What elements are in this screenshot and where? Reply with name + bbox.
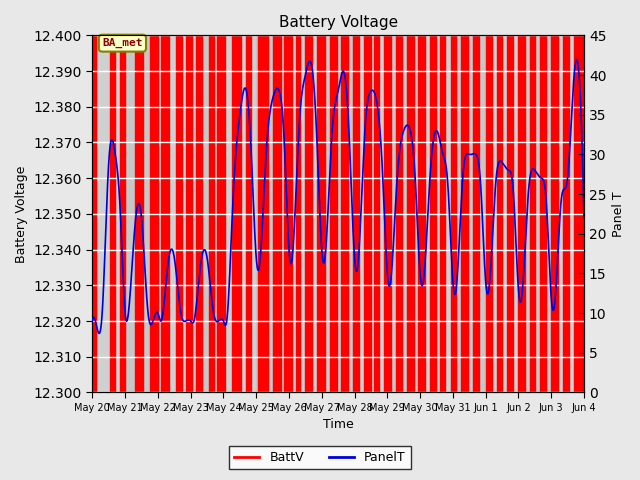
Bar bbox=[196, 36, 202, 393]
Bar bbox=[161, 36, 170, 393]
Bar bbox=[518, 36, 551, 393]
Bar bbox=[407, 36, 413, 393]
Bar bbox=[364, 36, 371, 393]
Bar bbox=[125, 36, 158, 393]
Bar bbox=[486, 36, 492, 393]
Bar bbox=[507, 36, 513, 393]
Bar bbox=[258, 36, 268, 393]
Bar bbox=[176, 36, 182, 393]
Bar bbox=[472, 36, 479, 393]
Bar bbox=[396, 36, 402, 393]
Bar bbox=[374, 36, 379, 393]
Bar bbox=[110, 36, 115, 393]
Y-axis label: Panel T: Panel T bbox=[612, 191, 625, 237]
Bar bbox=[217, 36, 225, 393]
Title: Battery Voltage: Battery Voltage bbox=[278, 15, 397, 30]
Bar bbox=[453, 36, 486, 393]
Bar bbox=[135, 36, 143, 393]
Bar bbox=[461, 36, 468, 393]
Bar bbox=[497, 36, 502, 393]
Bar bbox=[384, 36, 390, 393]
Bar bbox=[191, 36, 223, 393]
X-axis label: Time: Time bbox=[323, 419, 353, 432]
Bar bbox=[232, 36, 241, 393]
Bar bbox=[296, 36, 300, 393]
Bar bbox=[273, 36, 281, 393]
Bar bbox=[305, 36, 312, 393]
Bar bbox=[92, 36, 96, 393]
Bar bbox=[419, 36, 425, 393]
Bar bbox=[341, 36, 348, 393]
Bar bbox=[209, 36, 214, 393]
Bar bbox=[317, 36, 325, 393]
Bar bbox=[150, 36, 158, 393]
Bar bbox=[440, 36, 445, 393]
Bar bbox=[582, 36, 584, 393]
Bar bbox=[387, 36, 420, 393]
Bar bbox=[540, 36, 547, 393]
Bar bbox=[574, 36, 580, 393]
Legend: BattV, PanelT: BattV, PanelT bbox=[229, 446, 411, 469]
Bar bbox=[120, 36, 125, 393]
Bar bbox=[451, 36, 456, 393]
Bar bbox=[246, 36, 252, 393]
Bar bbox=[353, 36, 360, 393]
Bar bbox=[563, 36, 569, 393]
Bar bbox=[256, 36, 289, 393]
Bar bbox=[518, 36, 525, 393]
Y-axis label: Battery Voltage: Battery Voltage bbox=[15, 165, 28, 263]
Bar bbox=[430, 36, 436, 393]
Bar bbox=[530, 36, 535, 393]
Text: BA_met: BA_met bbox=[102, 38, 143, 48]
Bar bbox=[551, 36, 557, 393]
Bar bbox=[322, 36, 355, 393]
Bar bbox=[330, 36, 337, 393]
Bar bbox=[284, 36, 292, 393]
Bar bbox=[186, 36, 192, 393]
